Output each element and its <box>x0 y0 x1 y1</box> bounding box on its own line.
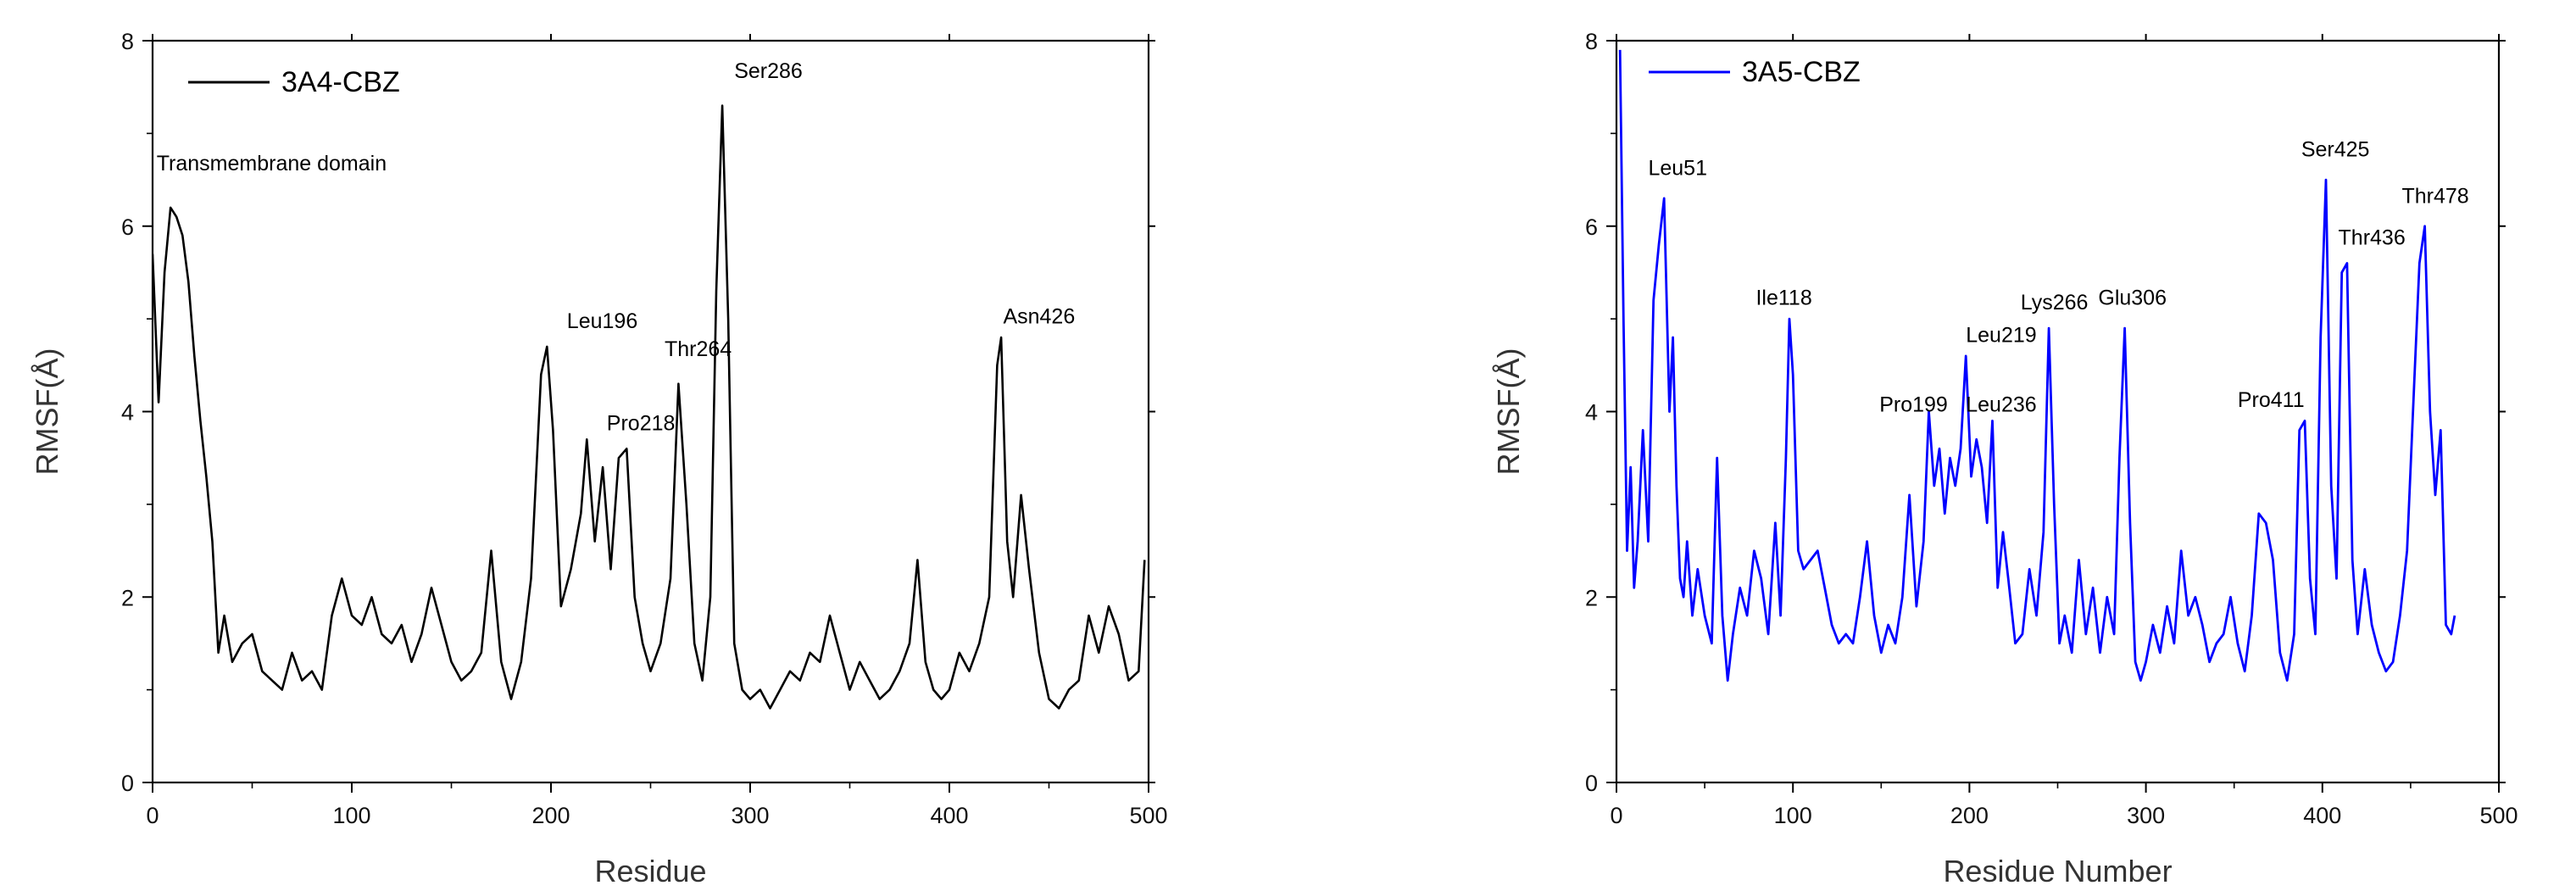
y-tick-label: 6 <box>121 214 134 240</box>
x-axis-title: Residue <box>594 854 706 888</box>
x-tick-label: 200 <box>531 803 570 828</box>
y-tick-label: 0 <box>121 771 134 796</box>
peak-annotation: Leu196 <box>567 309 637 333</box>
series-line-3a5-cbz <box>1618 49 2456 682</box>
y-tick-label: 2 <box>1585 585 1598 610</box>
legend-label: 3A5-CBZ <box>1742 56 1861 88</box>
peak-annotation: Thr264 <box>665 337 732 361</box>
y-tick-label: 8 <box>121 29 134 54</box>
x-tick-label: 100 <box>1774 803 1812 828</box>
y-axis-title: RMSF(Å) <box>30 348 64 476</box>
x-tick-label: 200 <box>1950 803 1989 828</box>
peak-annotation: Pro411 <box>2238 388 2305 412</box>
peak-annotation: Ser425 <box>2301 138 2370 162</box>
y-tick-label: 6 <box>1585 214 1598 240</box>
series-line-3a4-cbz <box>153 104 1146 710</box>
x-axis-title: Residue Number <box>1943 854 2172 888</box>
peak-annotation: Transmembrane domain <box>157 152 387 175</box>
y-tick-label: 4 <box>121 400 134 426</box>
peak-annotation: Leu51 <box>1648 157 1707 181</box>
x-tick-label: 400 <box>2303 803 2341 828</box>
peak-annotation: Pro218 <box>607 411 676 435</box>
x-tick-label: 300 <box>2127 803 2165 828</box>
peak-annotation: Ser286 <box>734 59 803 83</box>
legend-label: 3A4-CBZ <box>281 66 400 98</box>
y-tick-label: 2 <box>121 585 134 610</box>
y-tick-label: 8 <box>1585 29 1598 54</box>
rmsf-chart-3a4: 0 100 200 300 400 500 0 2 4 6 8 Residue RMSF(Å) 3A4-C… <box>30 29 1168 888</box>
peak-annotation: Pro199 <box>1879 393 1948 417</box>
chart-panel-3a4: 0 100 200 300 400 500 0 2 4 6 8 Residue RMSF(Å) 3A4-C… <box>30 29 1168 888</box>
peak-annotation: Ile118 <box>1755 287 1811 310</box>
peak-annotation: Glu306 <box>2098 287 2167 310</box>
peak-annotation: Asn426 <box>1003 305 1075 329</box>
y-axis-title: RMSF(Å) <box>1491 348 1526 476</box>
x-tick-label: 0 <box>146 803 159 828</box>
x-tick-label: 400 <box>930 803 968 828</box>
peak-annotation: Lys266 <box>2021 291 2089 315</box>
x-tick-label: 500 <box>1129 803 1167 828</box>
peak-annotation: Leu219 <box>1966 323 2036 347</box>
rmsf-chart-3a5: 0 100 200 300 400 500 0 2 4 6 8 Residue Number RMSF(… <box>1491 29 2518 888</box>
x-tick-label: 0 <box>1610 803 1622 828</box>
x-tick-label: 500 <box>2479 803 2518 828</box>
x-tick-label: 100 <box>332 803 370 828</box>
x-tick-label: 300 <box>731 803 769 828</box>
peak-annotation: Leu236 <box>1966 393 2036 417</box>
y-tick-label: 4 <box>1585 400 1598 426</box>
peak-annotation: Thr478 <box>2401 184 2468 208</box>
peak-annotation: Thr436 <box>2339 226 2406 250</box>
chart-panel-3a5: 0 100 200 300 400 500 0 2 4 6 8 Residue Number RMSF(… <box>1288 0 2576 891</box>
y-tick-label: 0 <box>1585 771 1598 796</box>
